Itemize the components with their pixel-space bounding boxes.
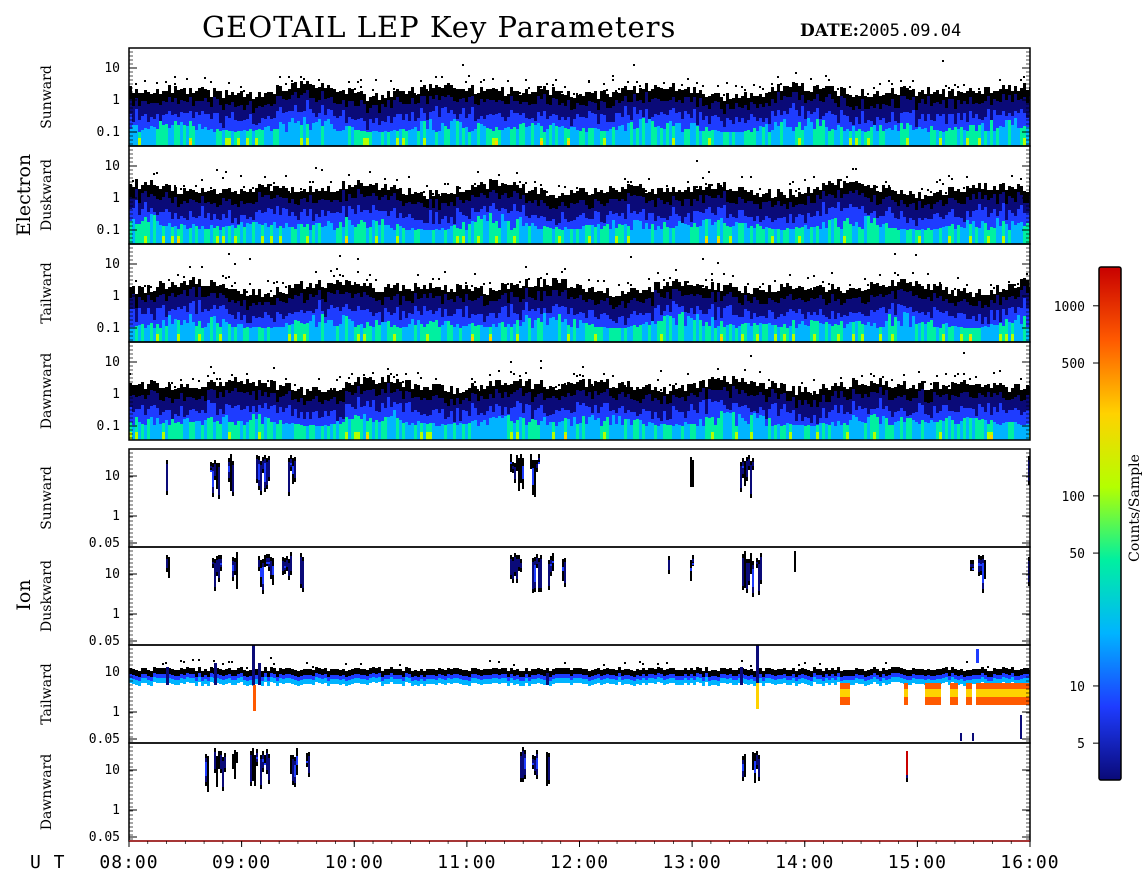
x-tick-label: 09:00 bbox=[212, 852, 271, 873]
colorbar-tick-label: 1000 bbox=[1054, 300, 1085, 315]
colorbar-tick-label: 100 bbox=[1062, 490, 1085, 505]
ion-group-label: Ion bbox=[13, 579, 35, 610]
y-tick-label: 1 bbox=[112, 191, 120, 206]
x-tick-label: 08:00 bbox=[99, 852, 158, 873]
y-tick-label: 10 bbox=[104, 763, 120, 778]
x-tick-label: 11:00 bbox=[437, 852, 496, 873]
colorbar-label: Counts/Sample bbox=[1127, 454, 1142, 562]
y-tick-label: 10 bbox=[104, 257, 120, 272]
y-tick-label: 1 bbox=[112, 509, 120, 524]
y-tick-label: 10 bbox=[104, 469, 120, 484]
y-tick-label: 10 bbox=[104, 665, 120, 680]
y-tick-label: 10 bbox=[104, 355, 120, 370]
ion-tailward-panel bbox=[129, 645, 1030, 743]
ion-sunward-label: Sunward bbox=[39, 466, 55, 530]
electron-sunward-label: Sunward bbox=[39, 65, 55, 129]
y-tick-label: 1 bbox=[112, 93, 120, 108]
x-tick-label: 12:00 bbox=[550, 852, 609, 873]
y-tick-label: 10 bbox=[104, 61, 120, 76]
ion-dawnward-label: Dawnward bbox=[39, 754, 55, 831]
x-tick-label: 10:00 bbox=[325, 852, 384, 873]
y-tick-label: 1 bbox=[112, 705, 120, 720]
y-tick-label: 0.1 bbox=[97, 223, 120, 238]
x-tick-label: 16:00 bbox=[1000, 852, 1059, 873]
electron-sunward-panel bbox=[129, 48, 1030, 146]
date-label: DATE: bbox=[800, 21, 859, 41]
ion-tailward-label: Tailward bbox=[39, 663, 55, 725]
ion-duskward-panel bbox=[129, 547, 1030, 645]
y-tick-label: 1 bbox=[112, 387, 120, 402]
y-tick-label: 0.1 bbox=[97, 419, 120, 434]
electron-tailward-label: Tailward bbox=[39, 262, 55, 324]
electron-tailward-panel bbox=[129, 244, 1030, 342]
y-tick-label: 10 bbox=[104, 567, 120, 582]
colorbar bbox=[1098, 266, 1122, 781]
y-tick-label: 10 bbox=[104, 159, 120, 174]
y-tick-label: 0.05 bbox=[89, 536, 120, 551]
electron-dawnward-frame bbox=[128, 341, 1031, 441]
y-tick-label: 1 bbox=[112, 803, 120, 818]
x-tick-label: 13:00 bbox=[663, 852, 722, 873]
ion-dawnward-panel bbox=[129, 743, 1030, 841]
colorbar-tick-label: 5 bbox=[1077, 737, 1085, 752]
y-tick-label: 1 bbox=[112, 289, 120, 304]
page-title: GEOTAIL LEP Key Parameters bbox=[202, 10, 677, 44]
electron-group-label: Electron bbox=[13, 154, 35, 236]
y-tick-label: 0.1 bbox=[97, 321, 120, 336]
ion-sunward-panel bbox=[129, 449, 1030, 547]
colorbar-tick-label: 10 bbox=[1069, 680, 1085, 695]
ion-duskward-label: Duskward bbox=[39, 560, 55, 632]
y-tick-label: 0.05 bbox=[89, 732, 120, 747]
date-value: 2005.09.04 bbox=[858, 21, 962, 41]
electron-duskward-panel bbox=[129, 146, 1030, 244]
electron-dawnward-label: Dawnward bbox=[39, 353, 55, 430]
x-tick-label: 14:00 bbox=[775, 852, 834, 873]
colorbar-tick-label: 500 bbox=[1062, 357, 1085, 372]
y-tick-label: 0.05 bbox=[89, 830, 120, 845]
colorbar-tick-label: 50 bbox=[1069, 547, 1085, 562]
x-tick-label: 15:00 bbox=[888, 852, 947, 873]
y-tick-label: 0.1 bbox=[97, 125, 120, 140]
electron-duskward-label: Duskward bbox=[39, 159, 55, 231]
x-axis-label: U T bbox=[30, 852, 66, 873]
y-tick-label: 1 bbox=[112, 607, 120, 622]
date-readout: DATE:2005.09.04 bbox=[800, 21, 961, 41]
y-tick-label: 0.05 bbox=[89, 634, 120, 649]
electron-dawnward-panel bbox=[129, 342, 1030, 440]
